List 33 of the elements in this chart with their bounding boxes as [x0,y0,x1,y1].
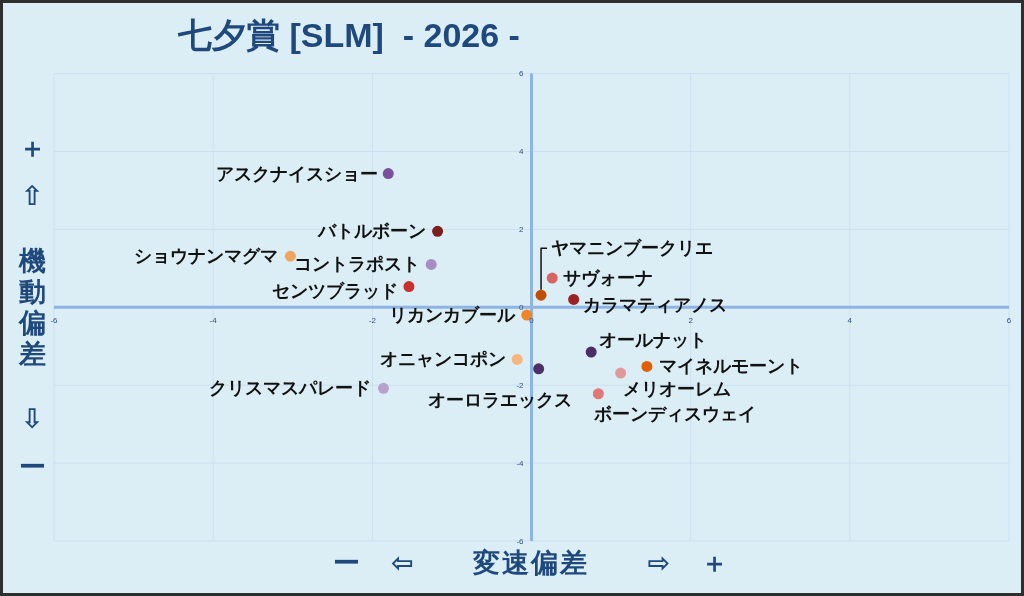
point-label: ショウナンマグマ [134,246,279,267]
point-label: クリスマスパレード [209,378,372,399]
x-tick-label: -4 [209,315,217,325]
point-label: メリオーレム [622,379,731,400]
point-label: リカンカブール [388,305,515,326]
y-tick-label: -4 [516,458,524,468]
point-label: センツブラッド [271,280,398,301]
point-label: マイネルモーント [658,356,803,377]
point-label: コントラポスト [294,254,421,275]
x-tick-label: 6 [1006,315,1012,325]
x-tick-label: -6 [50,315,58,325]
x-tick-label: 4 [847,315,853,325]
point-label: サヴォーナ [563,268,654,289]
x-tick-label: 0 [529,315,534,325]
y-tick-label: 2 [519,224,524,234]
point-label: バトルボーン [317,221,426,242]
point-label: オニャンコポン [380,349,507,370]
y-tick-label: -2 [516,380,524,390]
point-label: アスクナイスショー [216,163,379,184]
y-tick-label: -6 [516,536,524,546]
point-label: ヤマニンブークリエ [551,238,714,259]
point-label: オーロラエックス [427,389,572,410]
point-label: ボーンディスウェイ [594,403,757,424]
x-tick-label: 2 [688,315,693,325]
ylabel: ＋ ⇧ 機動偏差 ⇩ ー [18,132,46,482]
point-label: オールナット [599,330,708,351]
title: 七夕賞 [SLM] - 2026 - [178,16,520,54]
y-tick-label: 0 [519,302,524,312]
y-tick-label: 4 [519,146,524,156]
x-tick-label: -2 [368,315,376,325]
point-label: カラマティアノス [582,295,727,316]
xlabel: ー ⇦ 変速偏差 ⇨ ＋ [332,548,731,578]
y-tick-label: 6 [519,69,524,78]
